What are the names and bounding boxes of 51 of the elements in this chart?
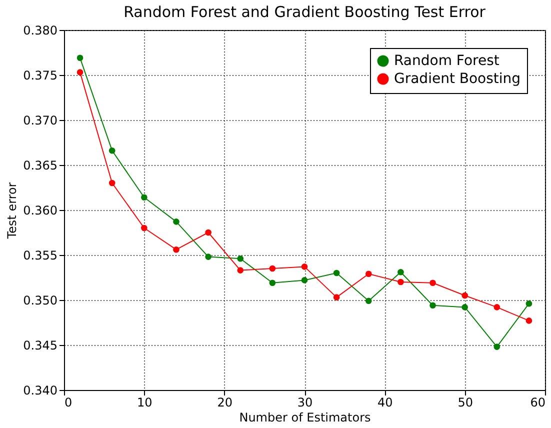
y-tick-label: 0.340: [23, 384, 58, 398]
point: [526, 318, 532, 324]
x-tick-label: 20: [217, 396, 232, 410]
point: [430, 302, 436, 309]
point: [237, 255, 244, 262]
point: [494, 304, 500, 310]
y-tick-label: 0.355: [23, 248, 58, 262]
x-tick-label: 50: [458, 396, 473, 410]
point: [141, 194, 148, 201]
y-tick-label: 0.365: [23, 158, 58, 172]
point: [494, 344, 500, 350]
y-tick-label: 0.380: [23, 24, 58, 38]
point: [398, 278, 404, 286]
point: [365, 298, 372, 304]
point: [205, 254, 212, 260]
point: [333, 294, 340, 300]
x-tick-label: 30: [297, 396, 313, 410]
point: [237, 267, 244, 274]
point: [76, 54, 84, 62]
point: [526, 300, 532, 307]
point: [462, 304, 468, 310]
point: [301, 277, 308, 284]
x-tick-label: 0: [64, 396, 72, 410]
y-tick-label: 0.345: [23, 338, 58, 352]
x-tick-label: 40: [378, 396, 393, 410]
point: [398, 268, 404, 276]
y-tick-label: 0.350: [23, 294, 58, 308]
point: [205, 229, 212, 236]
point: [108, 180, 116, 186]
y-tick-label: 0.370: [23, 114, 58, 128]
chart-title: Random Forest and Gradient Boosting Test Error: [124, 3, 486, 21]
point: [108, 147, 116, 154]
x-tick-label: 10: [137, 396, 152, 410]
point: [141, 224, 148, 232]
x-axis-title: Number of Estimators: [239, 410, 371, 424]
point: [462, 292, 468, 299]
y-axis-title: Test error: [5, 182, 20, 240]
point: [430, 280, 436, 286]
y-tick-label: 0.375: [23, 68, 58, 82]
point: [173, 246, 180, 253]
point: [301, 264, 308, 270]
point: [76, 69, 84, 76]
point: [365, 270, 372, 278]
point: [333, 270, 340, 276]
legend-label: Gradient Boosting: [394, 71, 521, 87]
y-tick-label: 0.360: [23, 204, 58, 218]
point: [269, 265, 276, 272]
x-tick-label: 60: [530, 396, 546, 410]
point: [269, 280, 276, 286]
legend-label: Random Forest: [394, 53, 500, 69]
point: [173, 218, 180, 225]
